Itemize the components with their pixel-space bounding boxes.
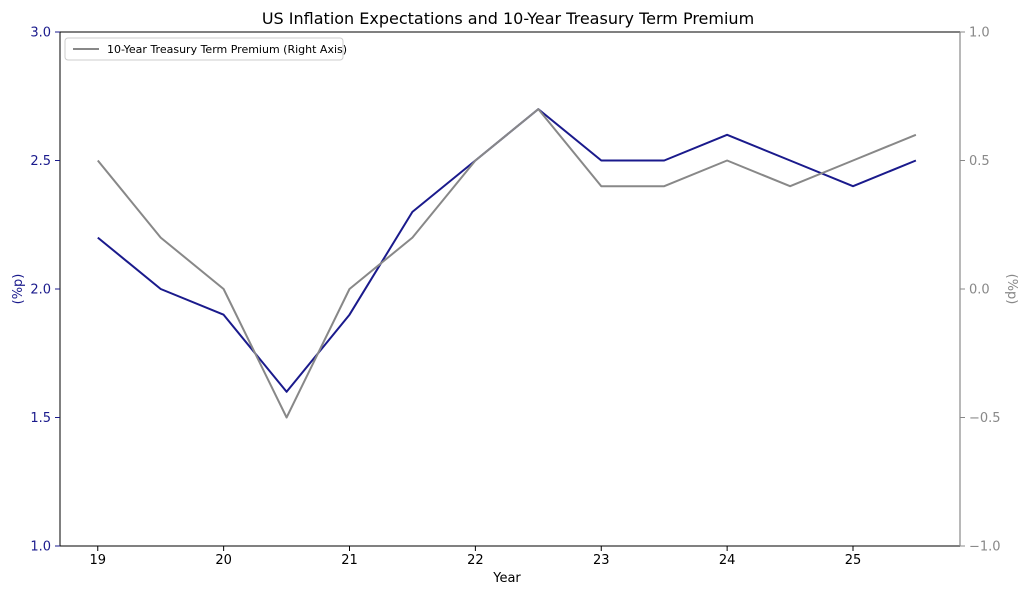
x-tick-label: 22	[467, 553, 484, 568]
plot-frame	[59, 31, 961, 547]
right-y-tick-label: −1.0	[969, 540, 1001, 555]
right-y-tick-label: 0.5	[969, 154, 990, 169]
term-premium-line	[97, 108, 917, 419]
inflation-expectations-line	[97, 108, 917, 393]
left-y-tick-label: 2.0	[30, 283, 51, 298]
x-tick-label: 25	[845, 553, 862, 568]
x-axis-title: Year	[492, 571, 521, 586]
right-y-tick-label: −0.5	[969, 411, 1001, 426]
legend-label: 10-Year Treasury Term Premium (Right Axi…	[107, 43, 347, 56]
left-y-tick-label: 3.0	[30, 26, 51, 41]
right-y-tick-label: 0.0	[969, 283, 990, 298]
x-tick-label: 19	[89, 553, 106, 568]
left-y-tick-label: 2.5	[30, 154, 51, 169]
right-y-tick-label: 1.0	[969, 26, 990, 41]
left-y-tick-label: 1.0	[30, 540, 51, 555]
right-y-axis-title: (%p)	[1004, 274, 1019, 305]
plot-area: 19 20 21 22 23 24 25 1.0 1.5 2.0 2.5 3.0 −1.0 −0.5 0.0…	[30, 26, 1000, 569]
left-y-tick-label: 1.5	[30, 411, 51, 426]
chart-title: US Inflation Expectations and 10-Year Tr…	[262, 9, 754, 28]
left-y-axis-title: (%p)	[11, 274, 26, 305]
x-tick-label: 23	[593, 553, 610, 568]
x-tick-label: 21	[341, 553, 358, 568]
x-tick-label: 24	[719, 553, 736, 568]
x-tick-label: 20	[215, 553, 232, 568]
legend-box	[64, 37, 344, 61]
